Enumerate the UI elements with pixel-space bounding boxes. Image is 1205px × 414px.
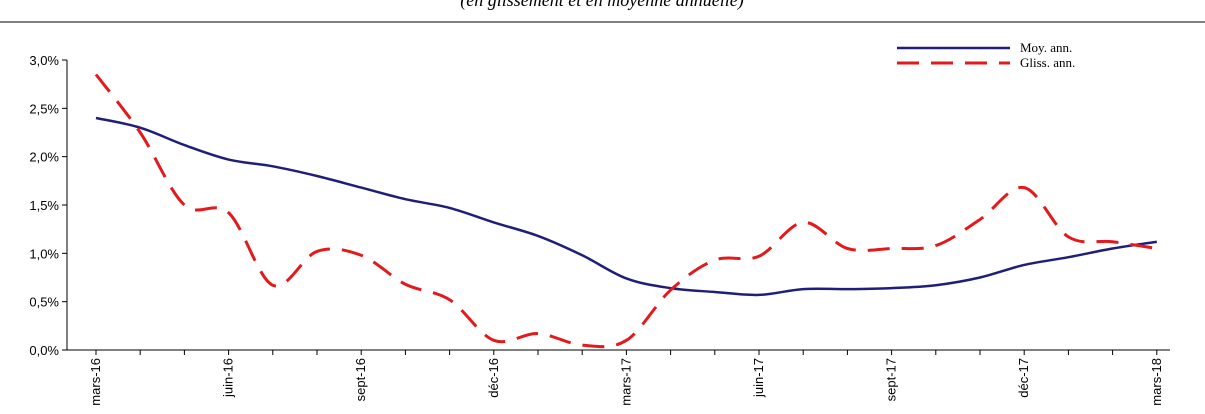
y-tick-label: 2,0% [29, 150, 59, 165]
y-tick-label: 1,0% [29, 246, 59, 261]
y-tick-label: 0,5% [29, 295, 59, 310]
x-tick-label: juin-16 [221, 358, 236, 398]
y-tick-label: 3,0% [29, 53, 59, 68]
x-tick-label: mars-16 [88, 358, 103, 406]
y-tick-label: 1,5% [29, 198, 59, 213]
legend-label: Moy. ann. [1020, 40, 1072, 55]
series-line [95, 116, 1157, 297]
y-tick-label: 0,0% [29, 343, 59, 358]
x-tick-label: mars-17 [618, 358, 633, 406]
x-tick-label: déc-17 [1016, 358, 1031, 398]
x-tick-label: déc-16 [486, 358, 501, 398]
x-tick-label: mars-18 [1149, 358, 1164, 406]
x-tick-label: juin-17 [751, 358, 766, 398]
series-line [94, 73, 1158, 349]
legend-label: Gliss. ann. [1020, 55, 1075, 70]
x-tick-label: sept-16 [353, 358, 368, 401]
x-tick-label: sept-17 [884, 358, 899, 401]
y-tick-label: 2,5% [29, 101, 59, 116]
chart-title: (en glissement et en moyenne annuelle) [460, 0, 743, 11]
